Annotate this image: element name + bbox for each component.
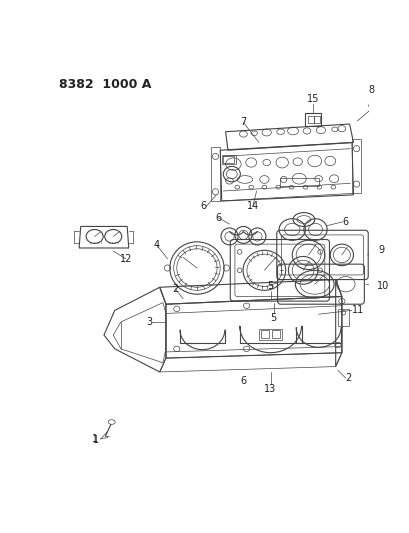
Text: 6: 6 bbox=[342, 217, 348, 227]
Text: 2: 2 bbox=[172, 284, 178, 294]
Bar bbox=[313, 116, 319, 123]
Text: 5: 5 bbox=[270, 313, 276, 324]
Text: 8382  1000 A: 8382 1000 A bbox=[59, 78, 151, 91]
Bar bbox=[305, 113, 320, 126]
Text: 9: 9 bbox=[378, 245, 384, 255]
Text: 6: 6 bbox=[200, 201, 206, 212]
Text: 6: 6 bbox=[215, 213, 221, 223]
Text: 4: 4 bbox=[153, 240, 160, 250]
Text: 8: 8 bbox=[367, 85, 373, 95]
Text: 12: 12 bbox=[119, 254, 132, 264]
Text: 13: 13 bbox=[264, 384, 276, 393]
Text: 5: 5 bbox=[267, 281, 273, 291]
Bar bbox=[307, 116, 313, 123]
Text: 7: 7 bbox=[240, 117, 246, 127]
Text: 2: 2 bbox=[345, 373, 351, 383]
Bar bbox=[272, 330, 279, 338]
Text: 14: 14 bbox=[246, 201, 258, 212]
Text: 3: 3 bbox=[146, 317, 152, 327]
Text: 15: 15 bbox=[306, 94, 319, 104]
Bar bbox=[279, 178, 318, 185]
Text: 1: 1 bbox=[91, 434, 97, 444]
Bar bbox=[221, 155, 235, 164]
Text: 11: 11 bbox=[351, 305, 363, 316]
Text: 6: 6 bbox=[240, 376, 246, 386]
Text: 10: 10 bbox=[376, 281, 388, 290]
Bar bbox=[223, 156, 234, 163]
Bar bbox=[258, 329, 281, 340]
Text: 1: 1 bbox=[93, 435, 99, 445]
Bar bbox=[261, 330, 268, 338]
Bar bbox=[337, 309, 348, 326]
